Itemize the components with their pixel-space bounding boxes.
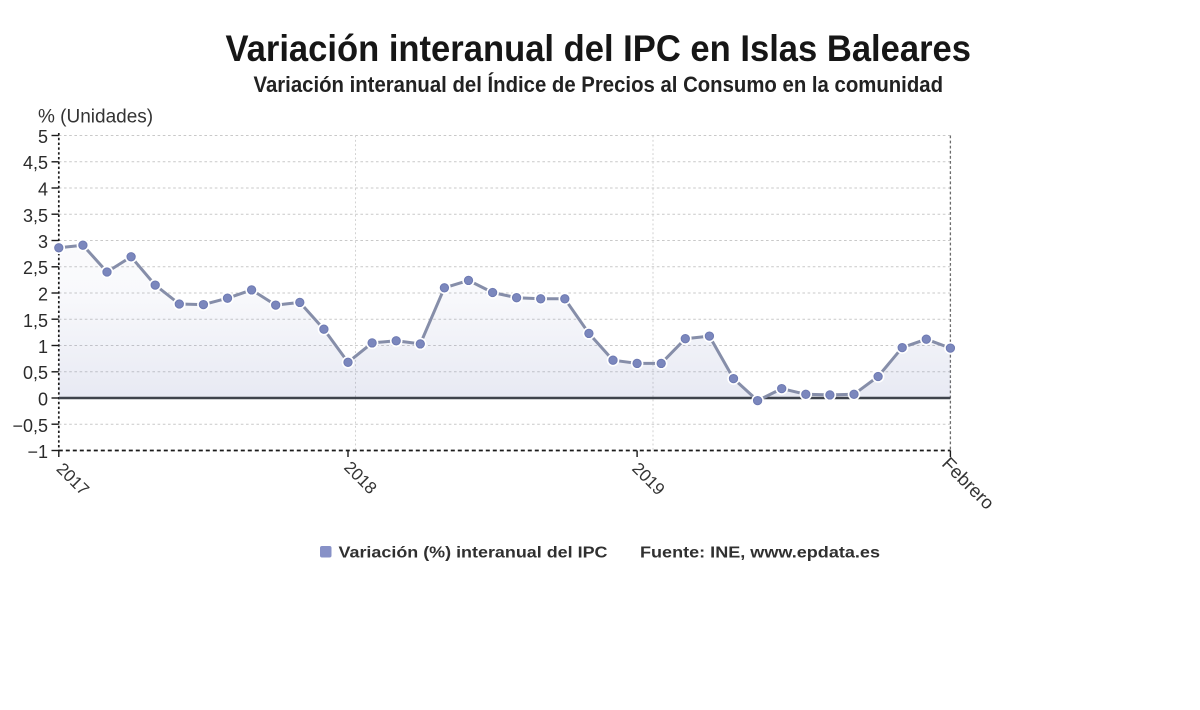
svg-text:Fuente: INE, www.epdata.es: Fuente: INE, www.epdata.es: [640, 545, 880, 562]
svg-text:4: 4: [38, 180, 48, 200]
svg-text:−0,5: −0,5: [12, 416, 48, 436]
svg-text:1: 1: [38, 337, 48, 357]
svg-text:0,5: 0,5: [23, 363, 48, 383]
svg-text:−1: −1: [27, 442, 48, 462]
svg-text:% (Unidades): % (Unidades): [38, 107, 153, 128]
svg-text:2,5: 2,5: [23, 258, 48, 278]
svg-text:1,5: 1,5: [23, 311, 48, 331]
svg-text:2: 2: [38, 285, 48, 305]
svg-text:Variación interanual del IPC e: Variación interanual del IPC en Islas Ba…: [226, 28, 972, 69]
svg-text:3,5: 3,5: [23, 206, 48, 226]
svg-text:Variación (%) interanual del I: Variación (%) interanual del IPC: [339, 545, 608, 562]
svg-text:Variación interanual del Índic: Variación interanual del Índice de Preci…: [254, 72, 944, 97]
svg-text:0: 0: [38, 390, 48, 410]
svg-text:3: 3: [38, 232, 48, 252]
svg-text:4,5: 4,5: [23, 153, 48, 173]
svg-text:5: 5: [38, 127, 48, 147]
